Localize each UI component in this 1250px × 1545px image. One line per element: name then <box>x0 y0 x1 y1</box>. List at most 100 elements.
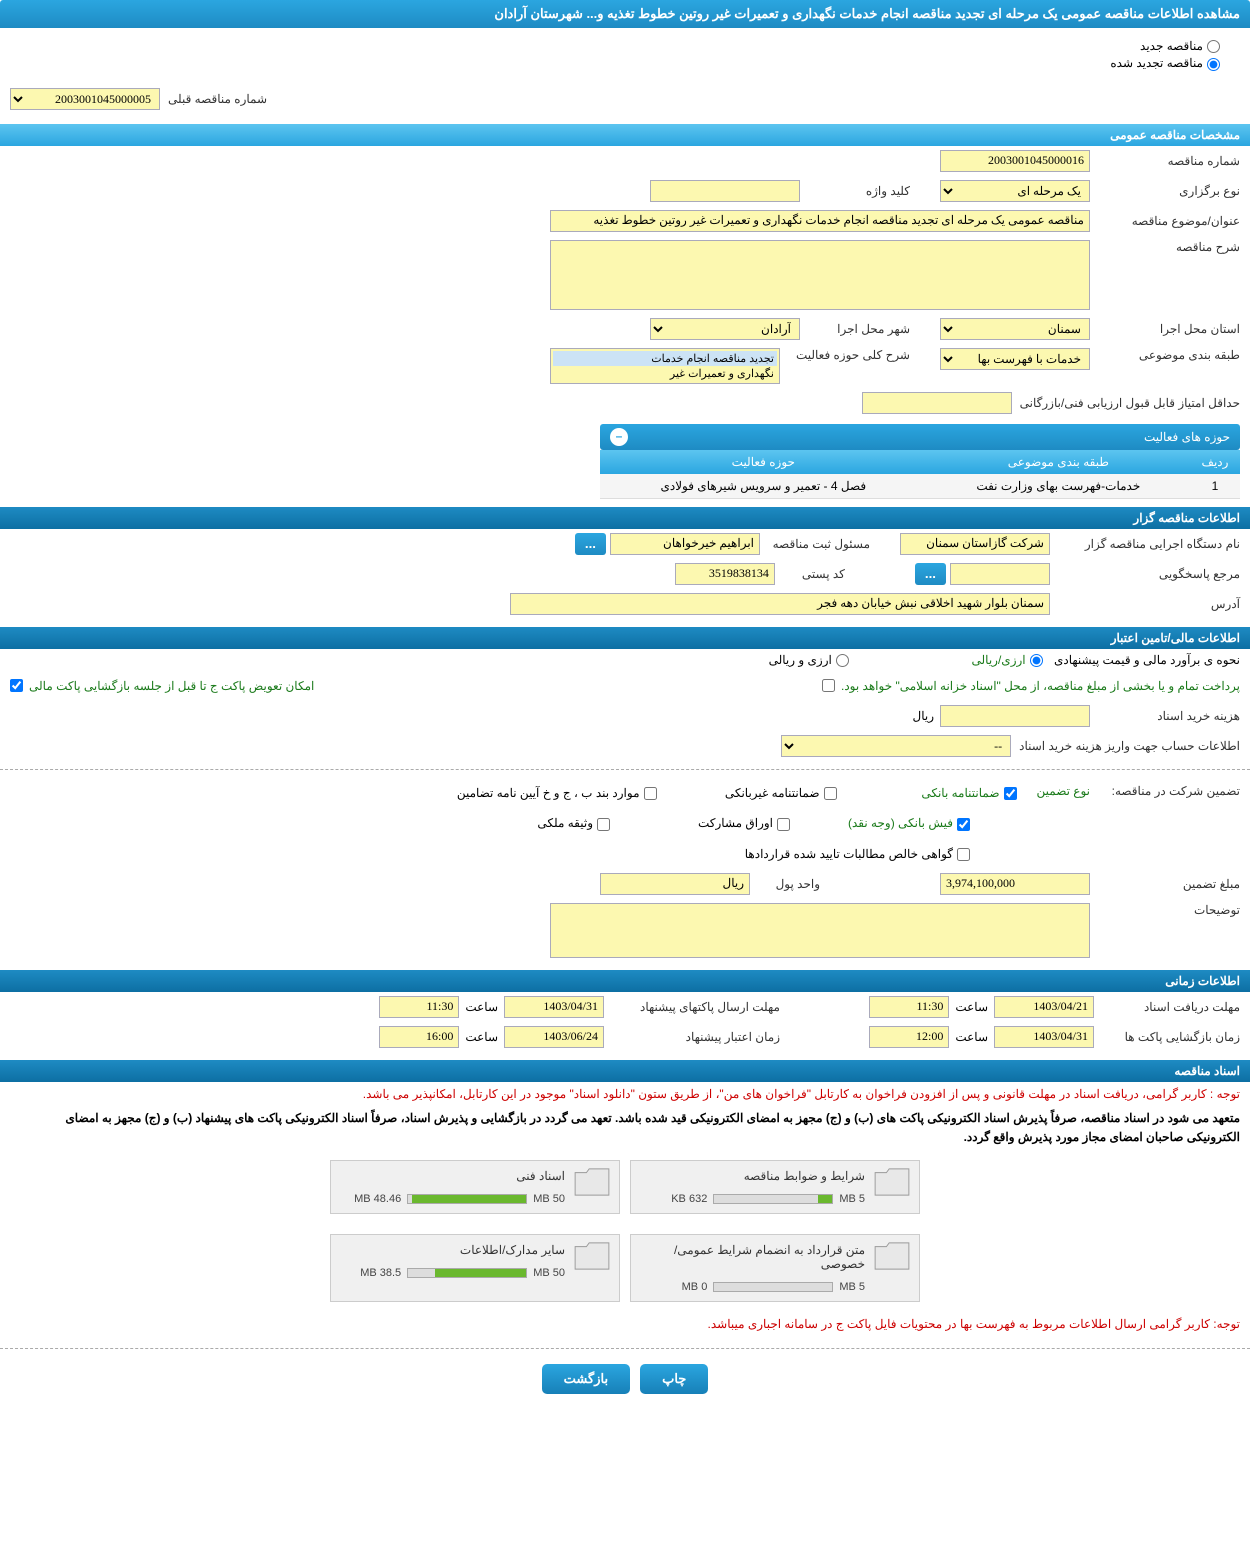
amount-input[interactable] <box>940 873 1090 895</box>
hour-label-1: ساعت <box>955 1000 988 1014</box>
category-select[interactable]: خدمات با فهرست بها <box>940 348 1090 370</box>
reg-label: مسئول ثبت مناقصه <box>760 537 870 551</box>
open-time[interactable] <box>869 1026 949 1048</box>
open-date[interactable] <box>994 1026 1094 1048</box>
title-input[interactable] <box>550 210 1090 232</box>
valid-time[interactable] <box>379 1026 459 1048</box>
opt6-text: وثیقه ملکی <box>537 816 593 830</box>
activities-header[interactable]: حوزه های فعالیت – <box>600 424 1240 450</box>
resp-more-button[interactable]: ... <box>915 563 946 585</box>
doc-card-4[interactable]: سایر مدارک/اطلاعات 50 MB 38.5 MB <box>330 1234 620 1302</box>
scope-opt2[interactable]: نگهداری و تعمیرات غیر <box>553 366 777 381</box>
valid-date[interactable] <box>504 1026 604 1048</box>
province-select[interactable]: سمنان <box>940 318 1090 340</box>
prev-tender-select[interactable]: 2003001045000005 <box>10 88 160 110</box>
table-row: 1 خدمات-فهرست بهای وزارت نفت فصل 4 - تعم… <box>600 474 1240 499</box>
address-label: آدرس <box>1050 597 1240 611</box>
docfee-unit: ریال <box>912 709 934 723</box>
doc-title-3: متن قرارداد به انضمام شرایط عمومی/خصوصی <box>639 1243 865 1271</box>
proposal-label: مهلت ارسال پاکتهای پیشنهاد <box>610 1000 780 1014</box>
reg-input[interactable] <box>610 533 760 555</box>
currency-rial-text: ارزی/ریالی <box>972 653 1026 667</box>
post-input[interactable] <box>675 563 775 585</box>
desc-label: شرح مناقصه <box>1090 240 1240 254</box>
address-input[interactable] <box>510 593 1050 615</box>
proposal-time[interactable] <box>379 996 459 1018</box>
guarantee-type-label: تضمین شرکت در مناقصه: <box>1090 784 1240 802</box>
doc-total-2: 50 MB <box>533 1193 565 1205</box>
unit-input[interactable] <box>600 873 750 895</box>
radio-new-label[interactable]: مناقصه جدید <box>30 39 1220 53</box>
opt7-checkbox[interactable] <box>957 848 970 861</box>
type-select[interactable]: یک مرحله ای <box>940 180 1090 202</box>
docdeadline-date[interactable] <box>994 996 1094 1018</box>
payment-label: پرداخت تمام و یا بخشی از مبلغ مناقصه، از… <box>841 679 1240 693</box>
col-row: ردیف <box>1190 450 1240 474</box>
guarantee-type-label2: نوع تضمین <box>1037 784 1090 802</box>
city-select[interactable]: آرادان <box>650 318 800 340</box>
currency-both-radio[interactable] <box>836 654 849 667</box>
prev-tender-label: شماره مناقصه قبلی <box>160 92 267 106</box>
scope-multi-select[interactable]: تجدید مناقصه انجام خدمات نگهداری و تعمیر… <box>550 348 780 384</box>
opt2-checkbox[interactable] <box>824 787 837 800</box>
hour-label-3: ساعت <box>955 1030 988 1044</box>
section-finance: اطلاعات مالی/تامین اعتبار <box>0 627 1250 649</box>
org-input[interactable] <box>900 533 1050 555</box>
post-label: کد پستی <box>775 567 845 581</box>
warning-1: توجه : کاربر گرامی، دریافت اسناد در مهلت… <box>0 1082 1250 1106</box>
remarks-textarea[interactable] <box>550 903 1090 958</box>
folder-icon <box>573 1241 611 1271</box>
org-label: نام دستگاه اجرایی مناقصه گزار <box>1050 537 1240 551</box>
warning-2: توجه: کاربر گرامی ارسال اطلاعات مربوط به… <box>0 1312 1250 1336</box>
back-button[interactable]: بازگشت <box>542 1364 630 1394</box>
opt1-checkbox[interactable] <box>1004 787 1017 800</box>
doc-card-3[interactable]: متن قرارداد به انضمام شرایط عمومی/خصوصی … <box>630 1234 920 1302</box>
opt3-checkbox[interactable] <box>644 787 657 800</box>
doc-used-3: 0 MB <box>682 1281 708 1293</box>
opt6-checkbox[interactable] <box>597 818 610 831</box>
opt7-text: گواهی خالص مطالبات تایید شده قراردادها <box>745 847 953 861</box>
currency-rial-radio[interactable] <box>1030 654 1043 667</box>
doc-total-4: 50 MB <box>533 1267 565 1279</box>
minscore-label: حداقل امتیاز قابل قبول ارزیابی فنی/بازرگ… <box>1012 396 1240 410</box>
province-label: استان محل اجرا <box>1090 322 1240 336</box>
opt5-checkbox[interactable] <box>777 818 790 831</box>
opt4-text: فیش بانکی (وجه نقد) <box>848 816 953 830</box>
keyword-label: کلید واژه <box>800 184 910 198</box>
cell-act: فصل 4 - تعمیر و سرویس شیرهای فولادی <box>600 474 927 499</box>
doc-card-1[interactable]: شرایط و ضوابط مناقصه 5 MB 632 KB <box>630 1160 920 1214</box>
radio-renewed[interactable] <box>1207 58 1220 71</box>
doc-progress-2 <box>407 1194 527 1204</box>
docfee-input[interactable] <box>940 705 1090 727</box>
desc-textarea[interactable] <box>550 240 1090 310</box>
opt5-text: اوراق مشارکت <box>698 816 773 830</box>
radio-renewed-label[interactable]: مناقصه تجدید شده <box>30 56 1220 70</box>
minscore-input[interactable] <box>862 392 1012 414</box>
tender-no-input[interactable] <box>940 150 1090 172</box>
payment-checkbox[interactable] <box>822 679 835 692</box>
reg-more-button[interactable]: ... <box>575 533 606 555</box>
opt4-checkbox[interactable] <box>957 818 970 831</box>
account-select[interactable]: -- <box>781 735 1011 757</box>
proposal-date[interactable] <box>504 996 604 1018</box>
info-text: متعهد می شود در اسناد مناقصه، صرفاً پذیر… <box>0 1106 1250 1150</box>
keyword-input[interactable] <box>650 180 800 202</box>
folder-icon <box>573 1167 611 1197</box>
scope-opt1[interactable]: تجدید مناقصه انجام خدمات <box>553 351 777 366</box>
radio-renewed-text: مناقصه تجدید شده <box>1110 56 1203 70</box>
collapse-icon[interactable]: – <box>610 428 628 446</box>
resp-label: مرجع پاسخگویی <box>1050 567 1240 581</box>
doc-progress-3 <box>713 1282 833 1292</box>
resp-input[interactable] <box>950 563 1050 585</box>
section-general: مشخصات مناقصه عمومی <box>0 124 1250 146</box>
col-category: طبقه بندی موضوعی <box>927 450 1190 474</box>
print-button[interactable]: چاپ <box>640 1364 708 1394</box>
opt1-text: ضمانتنامه بانکی <box>921 786 999 800</box>
doc-card-2[interactable]: اسناد فنی 50 MB 48.46 MB <box>330 1160 620 1214</box>
docdeadline-time[interactable] <box>869 996 949 1018</box>
radio-new[interactable] <box>1207 40 1220 53</box>
doc-total-3: 5 MB <box>839 1281 865 1293</box>
doc-progress-4 <box>407 1268 527 1278</box>
estimate-label: نحوه ی برآورد مالی و قیمت پیشنهادی <box>1054 653 1240 667</box>
swap-checkbox[interactable] <box>10 679 23 692</box>
